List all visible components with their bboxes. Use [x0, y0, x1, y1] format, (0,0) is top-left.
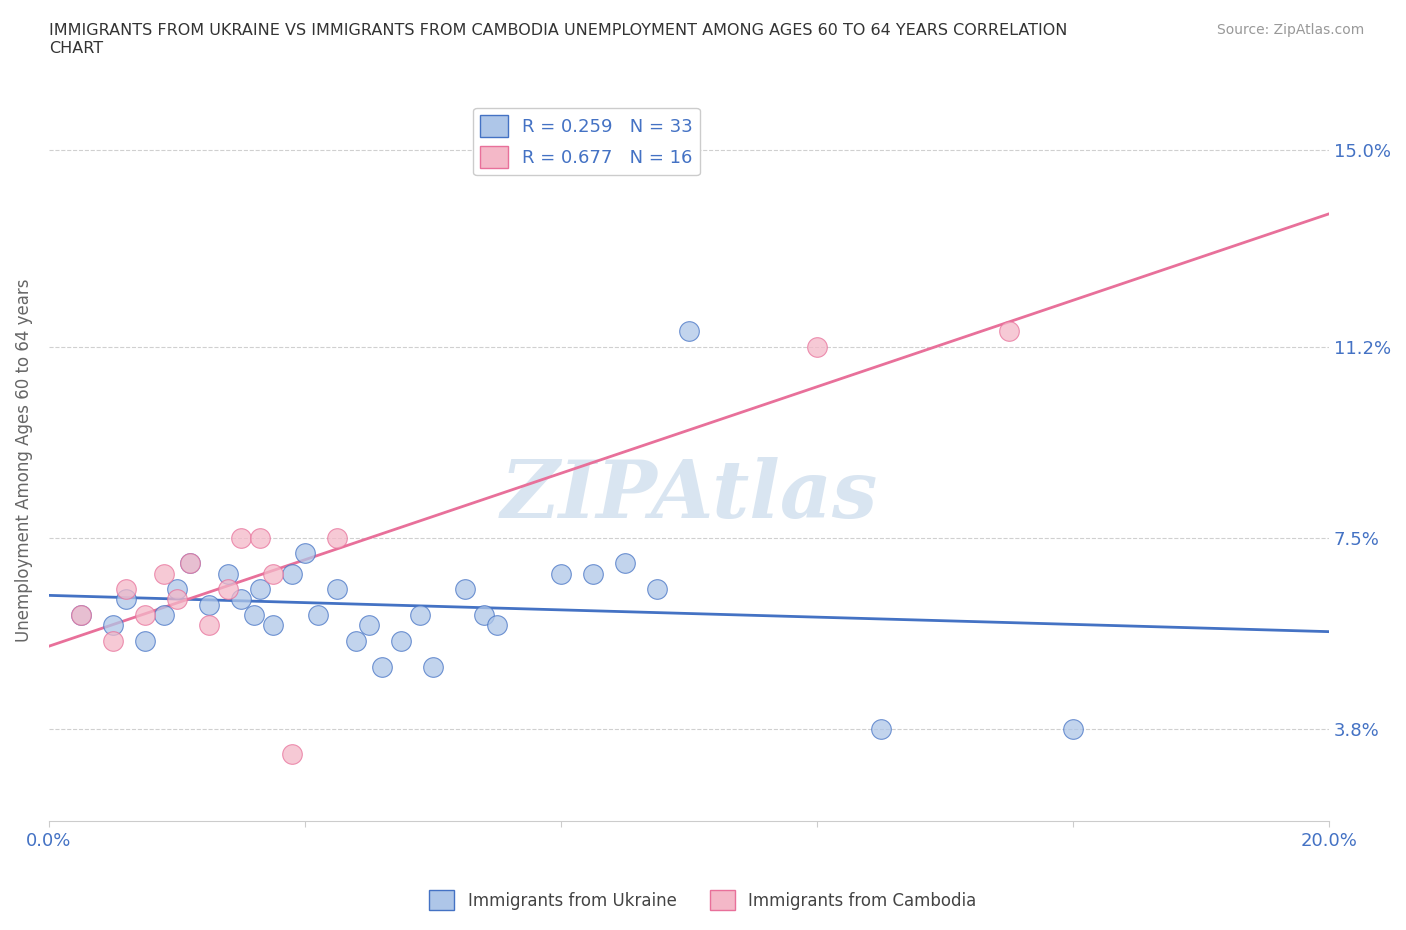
Point	[806, 339, 828, 354]
Point	[454, 582, 477, 597]
Text: Source: ZipAtlas.com: Source: ZipAtlas.com	[1216, 23, 1364, 37]
Text: ZIPAtlas: ZIPAtlas	[501, 458, 877, 535]
Point	[217, 582, 239, 597]
Point	[281, 747, 304, 762]
Point	[357, 618, 380, 632]
Point	[166, 582, 188, 597]
Point	[114, 582, 136, 597]
Point	[550, 566, 572, 581]
Point	[153, 607, 176, 622]
Point	[409, 607, 432, 622]
Point	[614, 556, 637, 571]
Point	[198, 597, 221, 612]
Point	[70, 607, 93, 622]
Point	[249, 530, 271, 545]
Point	[262, 618, 284, 632]
Point	[134, 633, 156, 648]
Point	[371, 659, 394, 674]
Point	[326, 582, 349, 597]
Point	[645, 582, 668, 597]
Point	[249, 582, 271, 597]
Point	[281, 566, 304, 581]
Point	[153, 566, 176, 581]
Point	[307, 607, 329, 622]
Point	[114, 592, 136, 607]
Point	[198, 618, 221, 632]
Point	[678, 324, 700, 339]
Point	[389, 633, 412, 648]
Point	[101, 633, 124, 648]
Point	[134, 607, 156, 622]
Point	[179, 556, 201, 571]
Point	[344, 633, 367, 648]
Text: IMMIGRANTS FROM UKRAINE VS IMMIGRANTS FROM CAMBODIA UNEMPLOYMENT AMONG AGES 60 T: IMMIGRANTS FROM UKRAINE VS IMMIGRANTS FR…	[49, 23, 1067, 56]
Point	[179, 556, 201, 571]
Point	[485, 618, 508, 632]
Point	[326, 530, 349, 545]
Point	[870, 721, 893, 736]
Point	[294, 546, 316, 561]
Legend: R = 0.259   N = 33, R = 0.677   N = 16: R = 0.259 N = 33, R = 0.677 N = 16	[474, 108, 700, 175]
Point	[242, 607, 264, 622]
Point	[262, 566, 284, 581]
Point	[101, 618, 124, 632]
Point	[582, 566, 605, 581]
Y-axis label: Unemployment Among Ages 60 to 64 years: Unemployment Among Ages 60 to 64 years	[15, 278, 32, 642]
Point	[472, 607, 495, 622]
Point	[70, 607, 93, 622]
Point	[229, 592, 252, 607]
Legend: Immigrants from Ukraine, Immigrants from Cambodia: Immigrants from Ukraine, Immigrants from…	[423, 884, 983, 917]
Point	[217, 566, 239, 581]
Point	[166, 592, 188, 607]
Point	[998, 324, 1021, 339]
Point	[422, 659, 444, 674]
Point	[229, 530, 252, 545]
Point	[1062, 721, 1084, 736]
